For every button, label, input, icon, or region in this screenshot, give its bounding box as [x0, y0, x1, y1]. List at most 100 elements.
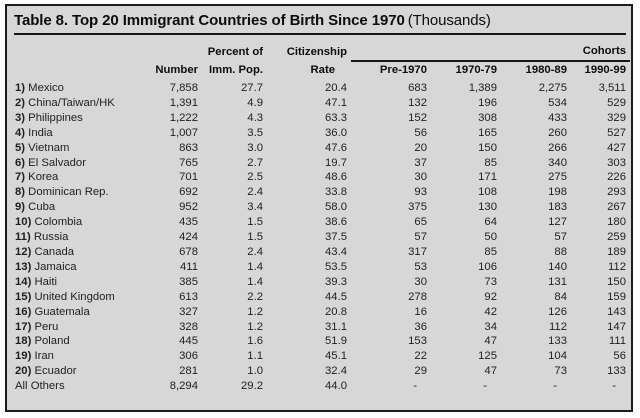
- value-cell: 427: [607, 141, 626, 154]
- value-cell: 152: [408, 111, 427, 124]
- value-cell: 196: [478, 96, 497, 109]
- rank-label: 1): [15, 82, 26, 94]
- country-cell: 12) Canada: [15, 245, 75, 258]
- country-cell: 17) Peru: [15, 320, 59, 333]
- value-cell: 131: [548, 275, 567, 288]
- value-cell: 73: [554, 365, 567, 378]
- value-cell: 445: [179, 335, 198, 348]
- value-cell: 53: [414, 260, 427, 273]
- value-cell: 267: [607, 201, 626, 214]
- rank-label: 10): [15, 216, 32, 229]
- header-citizenship-line1: Citizenship: [286, 46, 347, 58]
- rank-label: 15): [15, 290, 32, 303]
- value-cell: 150: [607, 275, 626, 288]
- value-cell: 303: [607, 156, 626, 169]
- value-cell: 29.2: [241, 380, 263, 393]
- value-cell: 50: [484, 231, 497, 244]
- value-cell: 4.9: [247, 96, 263, 109]
- value-cell: 133: [548, 335, 567, 348]
- value-cell: 2.4: [247, 186, 263, 199]
- value-cell: 47: [484, 365, 497, 378]
- value-cell: 165: [478, 126, 497, 139]
- value-cell: 150: [478, 141, 497, 154]
- country-cell: 7) Korea: [15, 171, 59, 184]
- country-cell: 14) Haiti: [15, 275, 58, 288]
- country-cell: 2) China/Taiwan/HK: [15, 96, 115, 109]
- value-cell: 308: [478, 111, 497, 124]
- value-cell: 3.4: [247, 201, 263, 214]
- value-cell: 1,391: [169, 96, 198, 109]
- table-row: 3) Philippines 1,222 4.3 63.3 152 308 433 329: [7, 111, 630, 126]
- value-cell: 20: [414, 141, 427, 154]
- value-cell: 7,858: [169, 82, 198, 94]
- value-cell: 65: [414, 216, 427, 229]
- value-cell: 1,222: [169, 111, 198, 124]
- header-cohorts-group: Cohorts: [351, 35, 630, 62]
- value-cell: 30: [414, 171, 427, 184]
- table-row: 9) Cuba 952 3.4 58.0 375 130 183 267: [7, 200, 630, 215]
- country-cell: 4) India: [15, 126, 53, 139]
- value-cell: 126: [548, 305, 567, 318]
- header-citizenship-line2: Rate: [310, 64, 336, 76]
- value-cell: 88: [554, 245, 567, 258]
- value-cell: 42: [484, 305, 497, 318]
- table-title-main: Table 8. Top 20 Immigrant Countries of B…: [14, 12, 405, 29]
- table-row: 4) India 1,007 3.5 36.0 56 165 260 527: [7, 126, 630, 141]
- value-cell: 527: [607, 126, 626, 139]
- value-cell: 1.2: [247, 305, 263, 318]
- value-cell: 20.8: [325, 305, 347, 318]
- value-cell: 104: [548, 350, 567, 363]
- value-cell: 140: [548, 260, 567, 273]
- table-row: 18) Poland 445 1.6 51.9 153 47 133 111: [7, 334, 630, 349]
- value-cell: 43.4: [325, 245, 347, 258]
- value-cell: 48.6: [325, 171, 347, 184]
- table-row: 13) Jamaica 411 1.4 53.5 53 106 140 112: [7, 260, 630, 275]
- value-cell: 863: [179, 141, 198, 154]
- value-cell: 37.5: [325, 231, 347, 244]
- value-cell: -: [612, 380, 616, 393]
- table-title-unit: (Thousands): [407, 12, 491, 29]
- value-cell: 127: [548, 216, 567, 229]
- value-cell: 19.7: [325, 156, 347, 169]
- value-cell: 952: [179, 201, 198, 214]
- value-cell: 198: [548, 186, 567, 199]
- table-row: 7) Korea 701 2.5 48.6 30 171 275 226: [7, 170, 630, 185]
- value-cell: 340: [548, 156, 567, 169]
- value-cell: 47: [484, 335, 497, 348]
- value-cell: 1.2: [247, 320, 263, 333]
- value-cell: 683: [408, 82, 427, 94]
- value-cell: 701: [179, 171, 198, 184]
- value-cell: 329: [607, 111, 626, 124]
- value-cell: 63.3: [325, 111, 347, 124]
- rank-label: 6): [15, 156, 26, 169]
- country-cell: 1) Mexico: [15, 82, 64, 94]
- value-cell: 45.1: [325, 350, 347, 363]
- value-cell: 36: [414, 320, 427, 333]
- country-cell: 18) Poland: [15, 335, 70, 348]
- value-cell: 38.6: [325, 216, 347, 229]
- value-cell: 159: [607, 290, 626, 303]
- table-row: All Others 8,294 29.2 44.0 - - - -: [7, 379, 630, 394]
- value-cell: 56: [613, 350, 626, 363]
- header-percent-line1: Percent of: [207, 46, 263, 58]
- value-cell: 20.4: [325, 82, 347, 94]
- value-cell: 64: [484, 216, 497, 229]
- value-cell: 33.8: [325, 186, 347, 199]
- country-cell: 16) Guatemala: [15, 305, 90, 318]
- value-cell: 22: [414, 350, 427, 363]
- value-cell: 112: [548, 320, 567, 333]
- value-cell: 93: [414, 186, 427, 199]
- value-cell: 106: [478, 260, 497, 273]
- table-row: 16) Guatemala 327 1.2 20.8 16 42 126 143: [7, 305, 630, 320]
- rank-label: 19): [15, 350, 32, 363]
- value-cell: 1,007: [169, 126, 198, 139]
- value-cell: 1,389: [468, 82, 497, 94]
- table-title: Table 8. Top 20 Immigrant Countries of B…: [7, 6, 631, 31]
- rank-label: 8): [15, 186, 26, 199]
- value-cell: 2.4: [247, 245, 263, 258]
- rank-label: 3): [15, 111, 26, 124]
- header-spacer: [7, 35, 139, 61]
- rank-label: 13): [15, 260, 32, 273]
- value-cell: 2.5: [247, 171, 263, 184]
- value-cell: 147: [607, 320, 626, 333]
